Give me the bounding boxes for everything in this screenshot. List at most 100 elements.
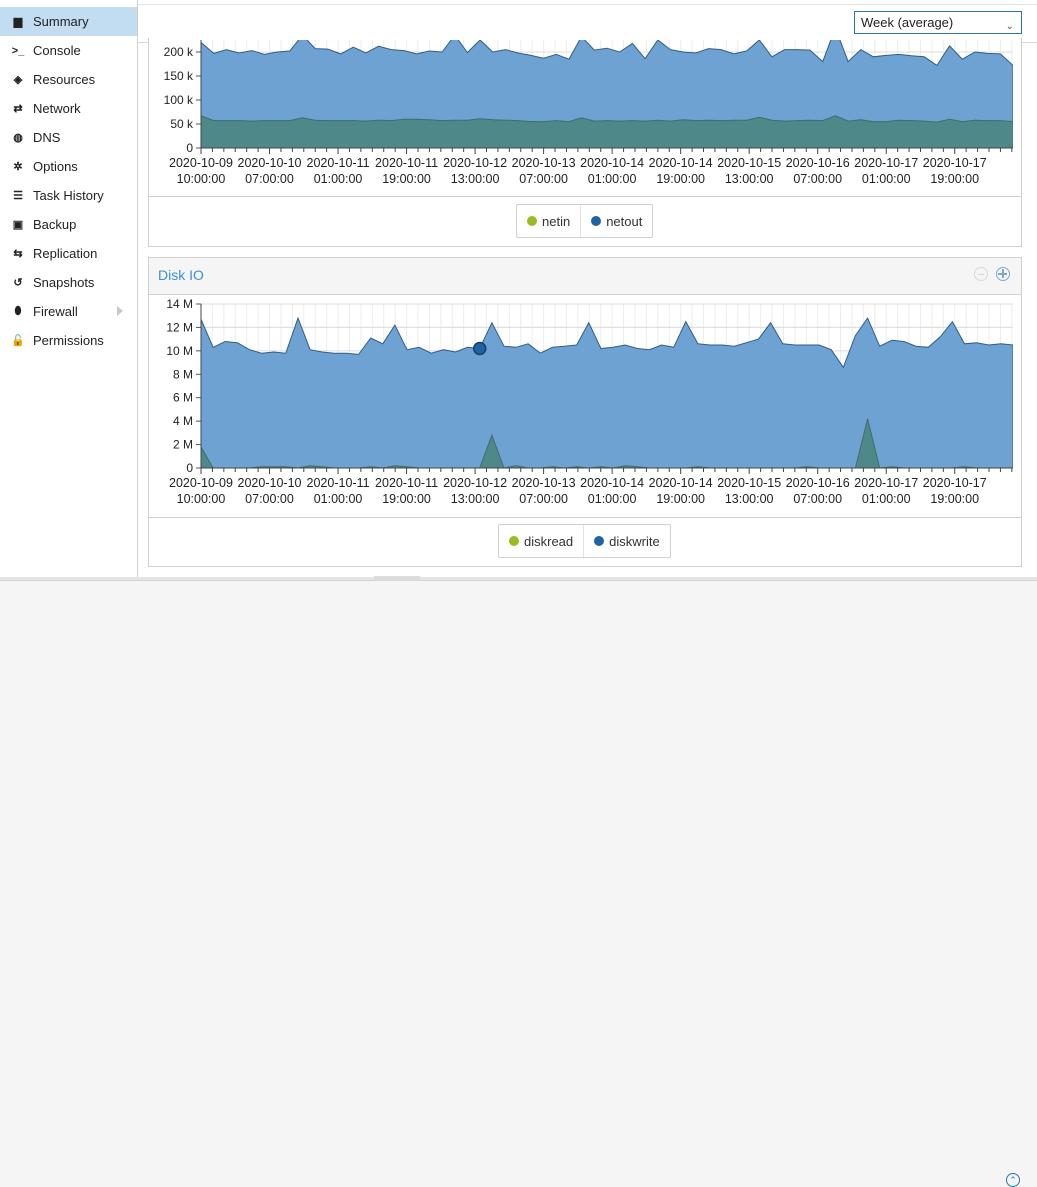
sidebar-item-label: Permissions [33, 333, 104, 348]
x-tick-time: 01:00:00 [588, 172, 637, 186]
expand-log-panel-icon[interactable]: ⌃ [1006, 1173, 1020, 1187]
sidebar-item-console[interactable]: >_ Console [0, 36, 137, 65]
x-tick-date: 2020-10-12 [443, 476, 507, 490]
series-area-diskwrite [201, 316, 1013, 468]
x-tick-date: 2020-10-17 [854, 476, 918, 490]
gear-icon: ✲ [13, 161, 23, 173]
y-tick-label: 4 M [173, 414, 193, 428]
x-tick-date: 2020-10-10 [238, 156, 302, 170]
sidebar-item-snapshots[interactable]: ↺ Snapshots [0, 268, 137, 297]
sidebar-item-replication[interactable]: ⇆ Replication [0, 239, 137, 268]
x-tick-date: 2020-10-15 [717, 476, 781, 490]
timeframe-select[interactable]: Week (average) ⌄ [854, 11, 1022, 34]
sidebar-item-dns[interactable]: ◍ DNS [0, 123, 137, 152]
disk-io-panel-title: Disk IO [158, 267, 204, 283]
y-tick-label: 0 [186, 461, 193, 475]
legend-dot-icon [591, 216, 602, 226]
x-tick-date: 2020-10-17 [923, 476, 987, 490]
y-tick-label: 12 M [166, 320, 193, 334]
x-tick-time: 01:00:00 [862, 492, 911, 506]
sidebar-item-firewall[interactable]: ⬮ Firewall [0, 297, 137, 326]
x-tick-date: 2020-10-17 [854, 156, 918, 170]
retweet-icon: ⇆ [13, 248, 23, 260]
legend-item-diskread[interactable]: diskread [499, 525, 583, 557]
highlighted-data-point[interactable] [472, 341, 487, 356]
x-tick-time: 07:00:00 [793, 172, 842, 186]
book-icon: ▆ [13, 16, 23, 28]
sidebar-item-task-history[interactable]: ☰ Task History [0, 181, 137, 210]
x-tick-time: 10:00:00 [177, 172, 226, 186]
sidebar-item-summary[interactable]: ▆ Summary [0, 7, 137, 36]
unlock-icon: 🔓 [11, 335, 25, 347]
legend-dot-icon [509, 536, 519, 546]
network-traffic-panel: 0 50 k 100 k 150 k 200 k 2020-10-09 10:00:00 20… [148, 38, 1022, 247]
x-tick-time: 07:00:00 [519, 492, 568, 506]
shield-icon: ⬮ [14, 305, 22, 317]
sidebar-item-label: Network [33, 101, 81, 116]
sidebar-item-options[interactable]: ✲ Options [0, 152, 137, 181]
sidebar-item-network[interactable]: ⇄ Network [0, 94, 137, 123]
sidebar-item-label: Replication [33, 246, 98, 261]
series-area-diskread [201, 418, 1013, 468]
main-content: Week (average) ⌄ 0 50 k 100 k 150 k 200 k 202… [138, 0, 1037, 577]
log-panel: ⌃ [0, 580, 1037, 1187]
x-tick-date: 2020-10-14 [649, 476, 713, 490]
legend-label: diskread [524, 533, 574, 549]
sidebar-item-label: DNS [33, 130, 61, 145]
y-tick-label: 100 k [164, 93, 194, 107]
timeframe-select-value: Week (average) [861, 15, 954, 30]
cube-icon: ◈ [13, 74, 23, 86]
series-area-netin [201, 115, 1013, 148]
network-traffic-chart: 0 50 k 100 k 150 k 200 k 2020-10-09 10:00:00 20… [164, 40, 1013, 186]
globe-icon: ◍ [13, 132, 23, 144]
disk-io-chart: 0 2 M 4 M 6 M 8 M 10 M 12 M 14 M 2020-10-09 10:00… [166, 297, 1013, 506]
y-tick-label: 200 k [164, 45, 194, 59]
x-tick-date: 2020-10-09 [169, 476, 233, 490]
x-tick-time: 01:00:00 [314, 492, 363, 506]
sidebar-item-label: Backup [33, 217, 77, 232]
sidebar-item-label: Task History [33, 188, 104, 203]
legend-item-netout[interactable]: netout [580, 205, 652, 237]
x-tick-time: 07:00:00 [245, 492, 294, 506]
y-tick-label: 6 M [173, 391, 193, 405]
x-tick-time: 13:00:00 [725, 492, 774, 506]
x-tick-time: 19:00:00 [930, 492, 979, 506]
sidebar-item-label: Resources [33, 72, 96, 87]
x-tick-date: 2020-10-12 [443, 156, 507, 170]
disk-io-legend: diskread diskwrite [498, 524, 671, 558]
x-tick-time: 19:00:00 [656, 172, 705, 186]
x-tick-date: 2020-10-11 [375, 156, 438, 170]
y-tick-label: 0 [186, 141, 193, 155]
footer-divider [0, 577, 1037, 580]
x-tick-time: 07:00:00 [245, 172, 294, 186]
x-tick-date: 2020-10-16 [786, 476, 850, 490]
x-tick-date: 2020-10-16 [786, 156, 850, 170]
log-panel-splitter[interactable] [374, 576, 420, 580]
x-tick-time: 01:00:00 [862, 172, 911, 186]
legend-item-netin[interactable]: netin [517, 205, 580, 237]
x-tick-time: 07:00:00 [793, 492, 842, 506]
legend-label: netin [542, 213, 571, 229]
exchange-icon: ⇄ [13, 103, 23, 115]
x-tick-time: 19:00:00 [382, 172, 431, 186]
expand-panel-icon[interactable] [996, 267, 1010, 281]
network-legend: netin netout [516, 204, 654, 238]
legend-item-diskwrite[interactable]: diskwrite [583, 525, 670, 557]
y-tick-label: 50 k [170, 117, 194, 131]
sidebar-item-permissions[interactable]: 🔓 Permissions [0, 326, 137, 355]
x-tick-date: 2020-10-14 [580, 156, 644, 170]
sidebar-item-label: Summary [33, 14, 89, 29]
sidebar-item-backup[interactable]: ▣ Backup [0, 210, 137, 239]
sidebar-item-resources[interactable]: ◈ Resources [0, 65, 137, 94]
x-tick-time: 13:00:00 [451, 492, 500, 506]
collapse-panel-icon[interactable] [974, 267, 988, 281]
y-tick-label: 14 M [166, 297, 193, 311]
floppy-icon: ▣ [12, 219, 24, 231]
x-tick-date: 2020-10-11 [307, 156, 370, 170]
x-tick-time: 07:00:00 [519, 172, 568, 186]
x-tick-time: 19:00:00 [930, 172, 979, 186]
x-tick-date: 2020-10-09 [169, 156, 233, 170]
summary-toolbar: Week (average) ⌄ [138, 4, 1037, 43]
list-icon: ☰ [13, 190, 23, 202]
x-tick-time: 13:00:00 [725, 172, 774, 186]
